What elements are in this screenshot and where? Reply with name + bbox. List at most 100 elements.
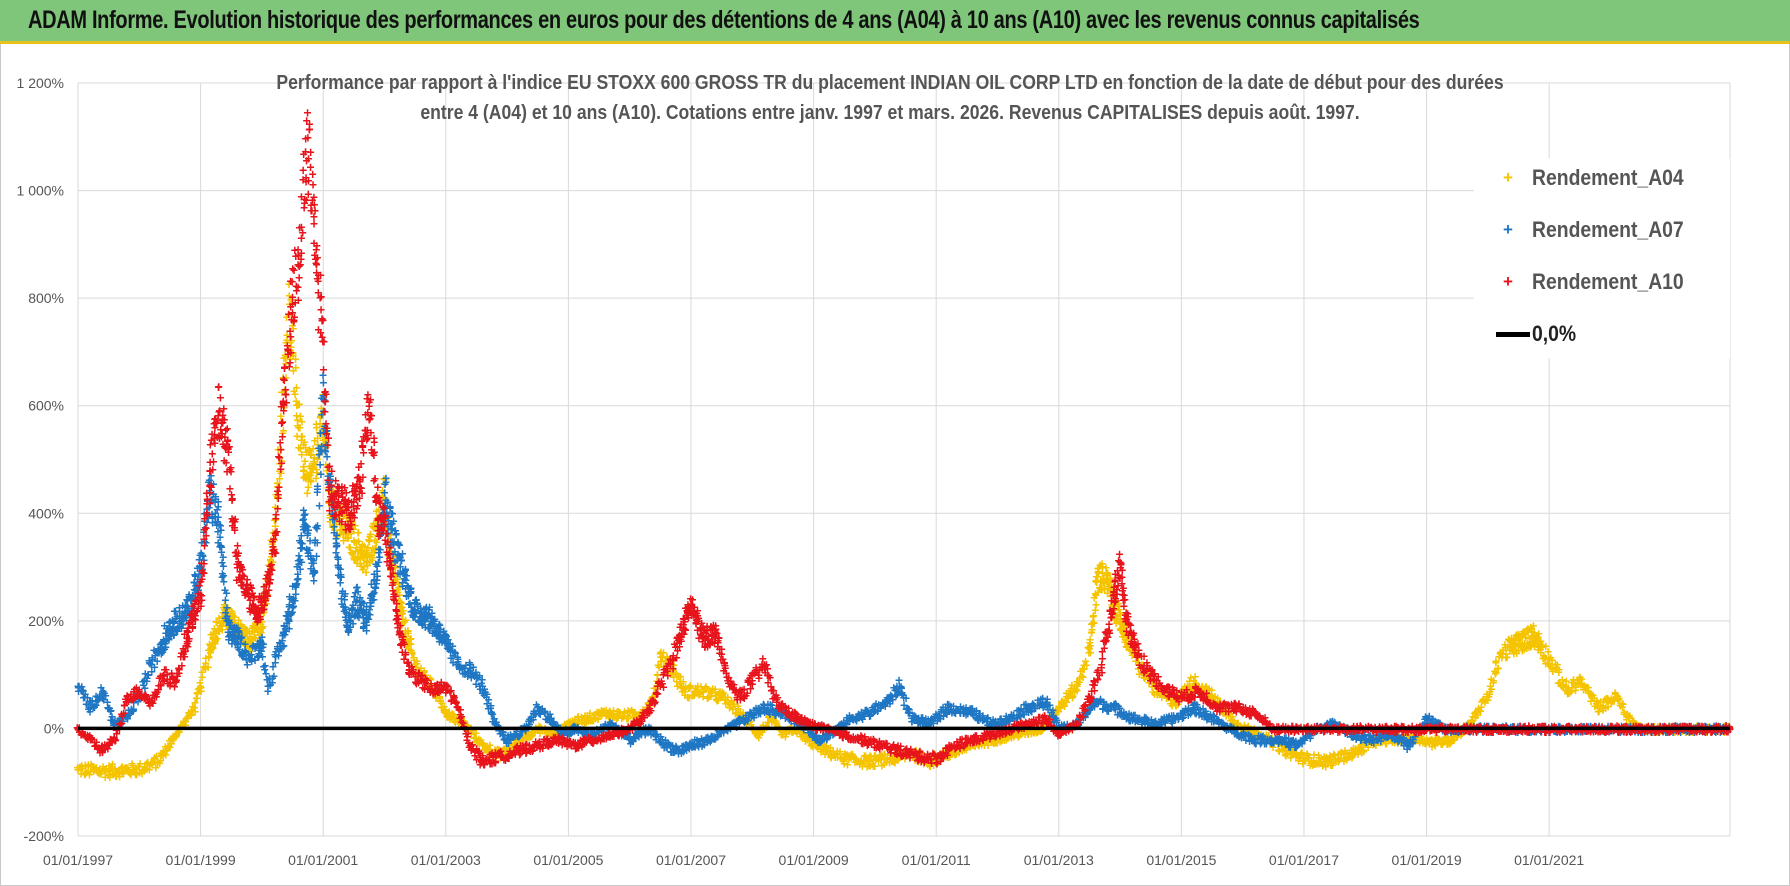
point-a04: + <box>1392 733 1400 748</box>
point-a07: + <box>382 475 390 490</box>
point-a04: + <box>184 712 192 727</box>
point-a04: + <box>191 705 199 720</box>
point-a04: + <box>601 706 609 721</box>
point-a04: + <box>202 651 210 666</box>
point-a04: + <box>101 771 109 786</box>
point-a04: + <box>102 762 110 777</box>
point-a04: + <box>259 620 267 635</box>
point-a04: + <box>112 769 120 784</box>
x-tick-label: 01/01/2019 <box>1392 852 1462 868</box>
point-a04: + <box>293 381 301 396</box>
point-a04: + <box>217 619 225 634</box>
header-band: ADAM Informe. Evolution historique des p… <box>0 0 1790 44</box>
point-a04: + <box>656 647 664 662</box>
point-a04: + <box>172 728 180 743</box>
point-a04: + <box>564 717 572 732</box>
point-a04: + <box>256 624 264 639</box>
point-a04: + <box>83 766 91 781</box>
point-a04: + <box>209 641 217 656</box>
point-a04: + <box>87 765 95 780</box>
point-a04: + <box>207 639 215 654</box>
point-a04: + <box>185 709 193 724</box>
point-a04: + <box>192 692 200 707</box>
point-a04: + <box>211 633 219 648</box>
point-a04: + <box>98 765 106 780</box>
point-a04: + <box>144 757 152 772</box>
point-a04: + <box>1153 685 1161 700</box>
point-a04: + <box>243 630 251 645</box>
point-a04: + <box>779 728 787 743</box>
point-a04: + <box>253 621 261 636</box>
point-a04: + <box>78 760 86 775</box>
point-a04: + <box>227 612 235 627</box>
y-tick-label: 200% <box>28 613 64 629</box>
point-a04: + <box>260 606 268 621</box>
point-a04: + <box>173 727 181 742</box>
x-tick-label: 01/01/1997 <box>43 852 113 868</box>
point-a04: + <box>1429 736 1437 751</box>
point-a04: + <box>207 628 215 643</box>
point-a04: + <box>267 561 275 576</box>
point-a04: + <box>218 619 226 634</box>
point-a04: + <box>1625 712 1633 727</box>
point-a04: + <box>91 763 99 778</box>
point-a04: + <box>1576 674 1584 689</box>
point-a04: + <box>1257 728 1265 743</box>
point-a07: + <box>337 568 345 583</box>
point-a04: + <box>79 762 87 777</box>
point-a04: + <box>804 733 812 748</box>
point-a04: + <box>213 632 221 647</box>
point-a04: + <box>211 634 219 649</box>
point-a04: + <box>259 606 267 621</box>
point-a04: + <box>241 626 249 641</box>
point-a04: + <box>1012 728 1020 743</box>
point-a04: + <box>176 723 184 738</box>
point-a04: + <box>211 637 219 652</box>
point-a04: + <box>156 757 164 772</box>
point-a04: + <box>216 619 224 634</box>
point-a04: + <box>256 611 264 626</box>
point-a04: + <box>229 620 237 635</box>
point-a04: + <box>146 759 154 774</box>
point-a04: + <box>120 767 128 782</box>
point-a04: + <box>699 685 707 700</box>
point-a04: + <box>436 690 444 705</box>
point-a04: + <box>255 628 263 643</box>
point-a04: + <box>250 626 258 641</box>
point-a04: + <box>153 749 161 764</box>
point-a04: + <box>132 768 140 783</box>
point-a04: + <box>350 534 358 549</box>
point-a04: + <box>250 620 258 635</box>
point-a04: + <box>211 635 219 650</box>
point-a04: + <box>74 761 82 776</box>
point-a04: + <box>225 619 233 634</box>
point-a04: + <box>226 608 234 623</box>
point-a04: + <box>154 755 162 770</box>
point-a04: + <box>207 643 215 658</box>
point-a04: + <box>152 761 160 776</box>
point-a04: + <box>889 752 897 767</box>
point-a04: + <box>232 622 240 637</box>
point-a04: + <box>235 613 243 628</box>
point-a04: + <box>81 758 89 773</box>
point-a04: + <box>167 737 175 752</box>
point-a04: + <box>234 623 242 638</box>
point-a04: + <box>177 719 185 734</box>
point-a04: + <box>259 599 267 614</box>
point-a04: + <box>94 765 102 780</box>
point-a04: + <box>187 705 195 720</box>
point-a04: + <box>224 603 232 618</box>
point-a04: + <box>169 729 177 744</box>
point-a04: + <box>248 632 256 647</box>
point-a04: + <box>143 762 151 777</box>
y-tick-label: 600% <box>28 398 64 414</box>
x-tick-label: 01/01/2001 <box>288 852 358 868</box>
point-a04: + <box>101 763 109 778</box>
point-a04: + <box>154 756 162 771</box>
point-a04: + <box>220 615 228 630</box>
x-tick-label: 01/01/2013 <box>1024 852 1094 868</box>
point-a04: + <box>252 622 260 637</box>
point-a04: + <box>736 706 744 721</box>
point-a04: + <box>479 739 487 754</box>
point-a04: + <box>170 733 178 748</box>
